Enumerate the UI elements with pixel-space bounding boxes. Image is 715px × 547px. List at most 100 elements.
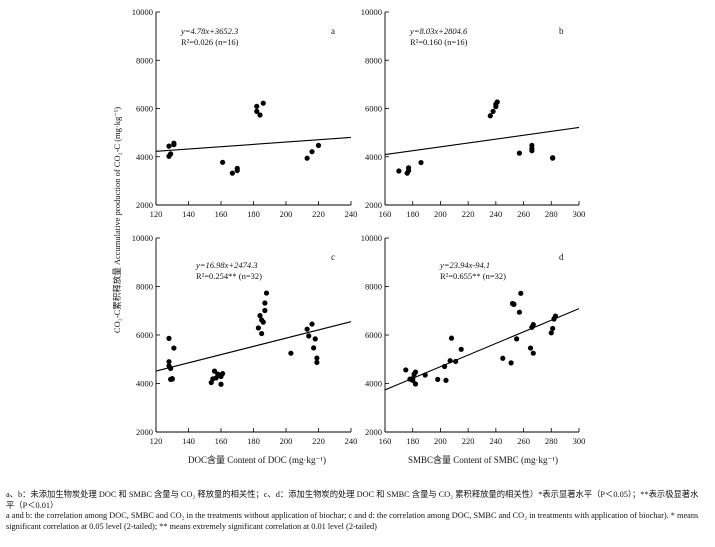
data-point — [257, 112, 263, 118]
data-point — [314, 359, 320, 366]
x-tick-label: 240 — [345, 436, 358, 446]
panel-letter: b — [559, 26, 564, 36]
data-point — [309, 149, 315, 155]
data-point — [218, 381, 224, 387]
y-tick-label: 8000 — [136, 282, 153, 292]
y-tick-label: 4000 — [136, 152, 153, 162]
data-point — [259, 330, 265, 337]
x-tick-label: 220 — [462, 209, 475, 219]
data-point — [548, 330, 554, 336]
regression-line — [384, 308, 580, 391]
data-point — [490, 108, 496, 114]
data-point — [500, 355, 506, 361]
data-point — [410, 376, 416, 382]
data-point — [168, 365, 174, 372]
data-point — [443, 377, 449, 383]
y-tick-label: 10000 — [361, 7, 382, 17]
data-point — [311, 345, 317, 351]
data-point — [441, 363, 448, 370]
data-point — [516, 150, 523, 156]
y-tick-label: 2000 — [365, 427, 382, 437]
x-tick-label: 280 — [545, 436, 558, 446]
data-point — [494, 99, 500, 105]
x-tick-label: 220 — [312, 209, 325, 219]
x-tick-label: 300 — [573, 436, 586, 446]
data-point — [262, 307, 268, 314]
x-tick-label: 220 — [312, 436, 325, 446]
data-point — [304, 326, 310, 332]
x-tick-label: 140 — [182, 209, 195, 219]
data-point — [171, 345, 177, 351]
regression-equation: y=16.98x+2474.3 — [195, 260, 258, 270]
panel-letter: d — [559, 252, 564, 262]
data-point — [527, 345, 534, 351]
data-point — [511, 301, 517, 308]
x-tick-label: 120 — [150, 209, 163, 219]
data-point — [169, 376, 175, 382]
data-point — [550, 155, 556, 161]
data-point — [220, 370, 226, 377]
data-point — [234, 165, 240, 171]
data-point — [529, 142, 535, 149]
data-point — [168, 151, 174, 157]
x-tick-label: 240 — [489, 436, 502, 446]
r-squared-label: R²=0.026 (n=16) — [181, 37, 239, 47]
data-point — [257, 313, 263, 319]
data-point — [550, 325, 556, 332]
data-point — [315, 142, 322, 149]
panel-d: 2000 4000 6000 8000 10000 160 180 200 220 240 260 2… — [361, 233, 586, 446]
data-point — [448, 335, 455, 341]
regression-equation: y=8.03x+2804.6 — [409, 26, 468, 36]
r-squared-label: R²=0.160 (n=16) — [410, 37, 468, 47]
r-squared-label: R²=0.655** (n=32) — [440, 271, 506, 281]
data-point — [306, 333, 312, 339]
caption-chinese: a、b：未添加生物炭处理 DOC 和 SMBC 含量与 CO₂ 释放量的相关性；… — [6, 490, 699, 510]
caption-english: a and b: the correlation among DOC, SMBC… — [6, 511, 699, 531]
x-tick-label: 160 — [379, 209, 392, 219]
y-tick-label: 4000 — [365, 379, 382, 389]
data-point — [314, 355, 320, 361]
y-tick-label: 8000 — [136, 55, 153, 65]
data-point — [171, 142, 177, 148]
data-point — [396, 168, 402, 174]
regression-equation: y=4.78x+3652.3 — [180, 26, 238, 36]
data-point — [552, 313, 559, 319]
data-point — [255, 325, 261, 331]
panel-letter: c — [331, 252, 335, 262]
y-tick-label: 8000 — [365, 282, 382, 292]
data-point — [453, 358, 459, 365]
data-point — [254, 103, 260, 109]
data-point — [312, 336, 318, 342]
data-point — [229, 170, 235, 176]
data-point — [412, 381, 419, 387]
panel-b: 2000 4000 6000 8000 10000 160 180 200 220 240 260 2… — [361, 7, 586, 219]
data-point — [447, 358, 453, 364]
x-tick-label: 240 — [489, 209, 502, 219]
data-point — [516, 309, 523, 315]
x-tick-label: 180 — [406, 436, 419, 446]
data-point — [458, 346, 464, 352]
y-tick-label: 6000 — [136, 330, 153, 340]
data-point — [530, 350, 536, 356]
data-point — [166, 335, 172, 341]
x-axis-title-smbc: SMBC含量 Content of SMBC (mg·kg⁻¹) — [408, 454, 558, 465]
data-point — [518, 290, 524, 296]
y-tick-label: 8000 — [365, 55, 382, 65]
data-point — [514, 336, 520, 342]
data-point — [166, 359, 172, 365]
data-point — [309, 321, 315, 327]
y-tick-label: 10000 — [361, 233, 382, 243]
y-tick-label: 6000 — [365, 104, 382, 114]
x-tick-label: 200 — [434, 436, 447, 446]
r-squared-label: R²=0.254** (n=32) — [196, 271, 262, 281]
y-axis-title: CO₂-C累积释放量 Accumulative production of CO… — [112, 107, 122, 333]
data-point — [263, 290, 270, 296]
x-tick-label: 260 — [517, 436, 530, 446]
x-tick-label: 260 — [517, 209, 530, 219]
y-tick-label: 2000 — [136, 427, 153, 437]
x-tick-label: 180 — [406, 209, 419, 219]
regression-line — [384, 126, 580, 156]
y-tick-label: 2000 — [136, 200, 153, 210]
data-point — [530, 321, 536, 328]
data-point — [260, 100, 266, 106]
